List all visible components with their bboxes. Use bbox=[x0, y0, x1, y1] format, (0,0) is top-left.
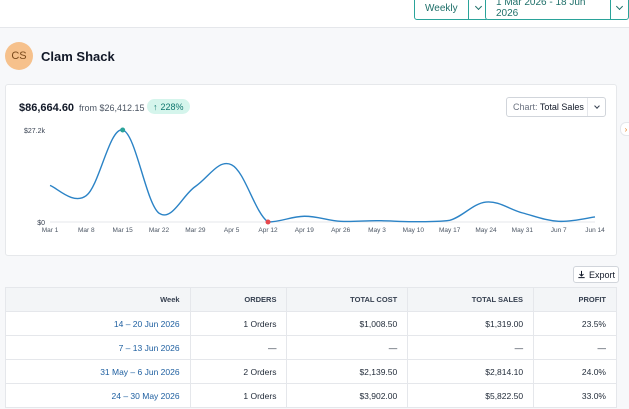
x-tick-label: Mar 15 bbox=[113, 227, 134, 234]
table-row: 24 – 30 May 2026 1 Orders $3,902.00 $5,8… bbox=[5, 383, 617, 408]
sales-chart-card: $86,664.60 from $26,412.15 ↑ 228% Chart:… bbox=[5, 84, 617, 256]
avatar: CS bbox=[5, 42, 33, 70]
date-range-label: 1 Mar 2026 - 18 Jun 2026 bbox=[496, 0, 586, 19]
profit-cell: — bbox=[533, 335, 617, 360]
x-tick-label: Jun 14 bbox=[585, 227, 605, 234]
orders-cell: 2 Orders bbox=[189, 359, 288, 384]
max-point-marker bbox=[120, 127, 126, 133]
top-toolbar: Weekly 1 Mar 2026 - 18 Jun 2026 bbox=[0, 0, 629, 28]
chart-select-prefix: Chart: bbox=[513, 102, 538, 112]
week-link[interactable]: 14 – 20 Jun 2026 bbox=[5, 311, 191, 336]
x-tick-label: Mar 22 bbox=[149, 227, 170, 234]
chart-type-select[interactable]: Chart: Total Sales bbox=[506, 97, 606, 117]
period-label: Weekly bbox=[425, 2, 458, 14]
sales-series-line bbox=[49, 129, 596, 223]
chart-select-value: Total Sales bbox=[539, 102, 584, 112]
total-sales-cell: $5,822.50 bbox=[407, 383, 535, 408]
min-point-marker bbox=[265, 219, 271, 225]
total-value: $86,664.60 bbox=[19, 102, 75, 114]
total-sales-cell: $2,814.10 bbox=[407, 359, 535, 384]
total-cost-cell: $2,139.50 bbox=[286, 359, 409, 384]
total-cost-cell: — bbox=[286, 335, 409, 360]
x-tick-label: Apr 26 bbox=[331, 227, 351, 234]
download-icon bbox=[578, 270, 585, 279]
x-tick-label: May 31 bbox=[512, 227, 534, 234]
x-tick-label: May 17 bbox=[439, 227, 461, 234]
week-link[interactable]: 31 May – 6 Jun 2026 bbox=[5, 359, 191, 384]
x-tick-label: Apr 5 bbox=[224, 227, 240, 234]
week-link[interactable]: 7 – 13 Jun 2026 bbox=[5, 335, 191, 360]
column-header-week[interactable]: Week bbox=[5, 287, 191, 312]
x-tick-label: Mar 8 bbox=[78, 227, 95, 234]
period-select[interactable]: Weekly bbox=[414, 0, 489, 20]
shop-header: CS Clam Shack bbox=[5, 42, 115, 70]
orders-cell: 1 Orders bbox=[189, 311, 288, 336]
profit-cell: 23.5% bbox=[533, 311, 617, 336]
table-header-row: Week ORDERS TOTAL COST TOTAL SALES PROFI… bbox=[5, 287, 617, 312]
change-value: 228% bbox=[160, 101, 184, 112]
from-value: from $26,412.15 bbox=[79, 103, 145, 113]
x-tick-label: Mar 1 bbox=[42, 227, 59, 234]
change-badge: ↑ 228% bbox=[147, 99, 190, 114]
x-tick-label: Apr 12 bbox=[258, 227, 278, 234]
orders-cell: 1 Orders bbox=[189, 383, 288, 408]
orders-cell: — bbox=[189, 335, 288, 360]
chart-select-toggle[interactable] bbox=[587, 98, 605, 116]
x-tick-label: Jun 7 bbox=[551, 227, 567, 234]
table-row: 31 May – 6 Jun 2026 2 Orders $2,139.50 $… bbox=[5, 359, 617, 384]
total-cost-cell: $1,008.50 bbox=[286, 311, 409, 336]
total-sales-cell: $1,319.00 bbox=[407, 311, 535, 336]
arrow-up-icon: ↑ bbox=[153, 101, 158, 112]
x-tick-label: Apr 19 bbox=[295, 227, 315, 234]
column-header-orders[interactable]: ORDERS bbox=[189, 287, 288, 312]
x-tick-label: Mar 29 bbox=[185, 227, 206, 234]
date-range-select[interactable]: 1 Mar 2026 - 18 Jun 2026 bbox=[485, 0, 629, 20]
profit-cell: 24.0% bbox=[533, 359, 617, 384]
x-tick-label: May 3 bbox=[368, 227, 386, 234]
y-tick-label: $27.2k bbox=[24, 128, 46, 135]
profit-cell: 33.0% bbox=[533, 383, 617, 408]
column-header-total-sales[interactable]: TOTAL SALES bbox=[407, 287, 535, 312]
table-row: 7 – 13 Jun 2026 — — — — bbox=[5, 335, 617, 360]
side-panel-toggle-icon[interactable]: › bbox=[620, 122, 629, 136]
period-dropdown-toggle[interactable] bbox=[467, 0, 488, 19]
line-chart: $0 $27.2k Mar 1 Mar 8 Mar 15 Mar 22 Mar 29 Apr … bbox=[24, 127, 605, 234]
week-link[interactable]: 24 – 30 May 2026 bbox=[5, 383, 191, 408]
chevron-down-icon bbox=[474, 2, 482, 11]
weekly-table: Week ORDERS TOTAL COST TOTAL SALES PROFI… bbox=[5, 287, 617, 408]
export-label: Export bbox=[588, 269, 615, 280]
date-range-dropdown-toggle[interactable] bbox=[609, 0, 628, 19]
export-button[interactable]: Export bbox=[573, 266, 619, 283]
table-row: 14 – 20 Jun 2026 1 Orders $1,008.50 $1,3… bbox=[5, 311, 617, 336]
x-tick-label: May 24 bbox=[475, 227, 497, 234]
y-tick-label: $0 bbox=[37, 220, 45, 227]
column-header-profit[interactable]: PROFIT bbox=[533, 287, 617, 312]
shop-name: Clam Shack bbox=[41, 48, 115, 64]
x-tick-label: May 10 bbox=[403, 227, 425, 234]
column-header-total-cost[interactable]: TOTAL COST bbox=[286, 287, 409, 312]
chevron-down-icon bbox=[615, 2, 623, 11]
total-cost-cell: $3,902.00 bbox=[286, 383, 409, 408]
total-sales-cell: — bbox=[407, 335, 535, 360]
